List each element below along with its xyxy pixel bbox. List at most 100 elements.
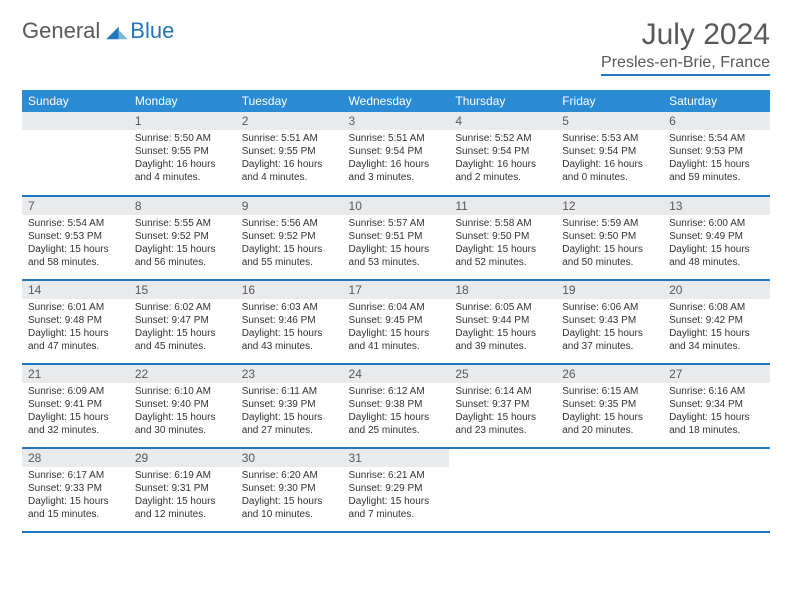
calendar-cell: 21Sunrise: 6:09 AMSunset: 9:41 PMDayligh… xyxy=(22,364,129,448)
header: General Blue July 2024 Presles-en-Brie, … xyxy=(22,18,770,76)
calendar-body: 1Sunrise: 5:50 AMSunset: 9:55 PMDaylight… xyxy=(22,112,770,532)
calendar-cell: 10Sunrise: 5:57 AMSunset: 9:51 PMDayligh… xyxy=(343,196,450,280)
day-details: Sunrise: 6:19 AMSunset: 9:31 PMDaylight:… xyxy=(129,467,236,525)
weekday-header: Wednesday xyxy=(343,90,450,112)
day-number: 5 xyxy=(556,112,663,130)
day-details: Sunrise: 5:51 AMSunset: 9:55 PMDaylight:… xyxy=(236,130,343,188)
calendar-cell: 19Sunrise: 6:06 AMSunset: 9:43 PMDayligh… xyxy=(556,280,663,364)
calendar-cell: 8Sunrise: 5:55 AMSunset: 9:52 PMDaylight… xyxy=(129,196,236,280)
day-number: 2 xyxy=(236,112,343,130)
day-number: 23 xyxy=(236,365,343,383)
calendar-cell: 3Sunrise: 5:51 AMSunset: 9:54 PMDaylight… xyxy=(343,112,450,196)
day-number: 12 xyxy=(556,197,663,215)
day-number: 27 xyxy=(663,365,770,383)
calendar-cell: 4Sunrise: 5:52 AMSunset: 9:54 PMDaylight… xyxy=(449,112,556,196)
day-number: 18 xyxy=(449,281,556,299)
calendar-cell: 31Sunrise: 6:21 AMSunset: 9:29 PMDayligh… xyxy=(343,448,450,532)
calendar-cell xyxy=(663,448,770,532)
day-number: 19 xyxy=(556,281,663,299)
calendar-cell: 20Sunrise: 6:08 AMSunset: 9:42 PMDayligh… xyxy=(663,280,770,364)
day-number: 25 xyxy=(449,365,556,383)
calendar-cell: 6Sunrise: 5:54 AMSunset: 9:53 PMDaylight… xyxy=(663,112,770,196)
weekday-header: Friday xyxy=(556,90,663,112)
day-number: 10 xyxy=(343,197,450,215)
day-details: Sunrise: 6:11 AMSunset: 9:39 PMDaylight:… xyxy=(236,383,343,441)
day-number: 26 xyxy=(556,365,663,383)
day-details: Sunrise: 6:03 AMSunset: 9:46 PMDaylight:… xyxy=(236,299,343,357)
calendar-cell: 27Sunrise: 6:16 AMSunset: 9:34 PMDayligh… xyxy=(663,364,770,448)
day-details: Sunrise: 6:00 AMSunset: 9:49 PMDaylight:… xyxy=(663,215,770,273)
calendar-cell: 14Sunrise: 6:01 AMSunset: 9:48 PMDayligh… xyxy=(22,280,129,364)
calendar-cell: 25Sunrise: 6:14 AMSunset: 9:37 PMDayligh… xyxy=(449,364,556,448)
day-number: 31 xyxy=(343,449,450,467)
logo-text-1: General xyxy=(22,18,100,44)
calendar-cell: 23Sunrise: 6:11 AMSunset: 9:39 PMDayligh… xyxy=(236,364,343,448)
day-number: 13 xyxy=(663,197,770,215)
day-details: Sunrise: 5:59 AMSunset: 9:50 PMDaylight:… xyxy=(556,215,663,273)
page-title: July 2024 xyxy=(601,18,770,52)
day-details: Sunrise: 6:08 AMSunset: 9:42 PMDaylight:… xyxy=(663,299,770,357)
day-number: 24 xyxy=(343,365,450,383)
logo-triangle-icon xyxy=(106,23,128,41)
day-details: Sunrise: 6:14 AMSunset: 9:37 PMDaylight:… xyxy=(449,383,556,441)
day-details: Sunrise: 6:09 AMSunset: 9:41 PMDaylight:… xyxy=(22,383,129,441)
day-number: 11 xyxy=(449,197,556,215)
day-number: 1 xyxy=(129,112,236,130)
day-details: Sunrise: 6:05 AMSunset: 9:44 PMDaylight:… xyxy=(449,299,556,357)
day-details: Sunrise: 5:51 AMSunset: 9:54 PMDaylight:… xyxy=(343,130,450,188)
logo-text-2: Blue xyxy=(130,18,174,44)
day-number: 29 xyxy=(129,449,236,467)
day-details: Sunrise: 6:04 AMSunset: 9:45 PMDaylight:… xyxy=(343,299,450,357)
day-details: Sunrise: 6:17 AMSunset: 9:33 PMDaylight:… xyxy=(22,467,129,525)
calendar-cell: 11Sunrise: 5:58 AMSunset: 9:50 PMDayligh… xyxy=(449,196,556,280)
day-details: Sunrise: 6:21 AMSunset: 9:29 PMDaylight:… xyxy=(343,467,450,525)
calendar-cell: 15Sunrise: 6:02 AMSunset: 9:47 PMDayligh… xyxy=(129,280,236,364)
calendar-cell: 12Sunrise: 5:59 AMSunset: 9:50 PMDayligh… xyxy=(556,196,663,280)
day-number: 30 xyxy=(236,449,343,467)
day-details: Sunrise: 5:56 AMSunset: 9:52 PMDaylight:… xyxy=(236,215,343,273)
day-number: 7 xyxy=(22,197,129,215)
weekday-header: Sunday xyxy=(22,90,129,112)
day-details: Sunrise: 5:54 AMSunset: 9:53 PMDaylight:… xyxy=(663,130,770,188)
day-number: 4 xyxy=(449,112,556,130)
day-number: 17 xyxy=(343,281,450,299)
weekday-header: Monday xyxy=(129,90,236,112)
day-number: 3 xyxy=(343,112,450,130)
day-details: Sunrise: 5:57 AMSunset: 9:51 PMDaylight:… xyxy=(343,215,450,273)
day-details: Sunrise: 6:15 AMSunset: 9:35 PMDaylight:… xyxy=(556,383,663,441)
day-details: Sunrise: 5:52 AMSunset: 9:54 PMDaylight:… xyxy=(449,130,556,188)
day-details: Sunrise: 6:20 AMSunset: 9:30 PMDaylight:… xyxy=(236,467,343,525)
day-number: 14 xyxy=(22,281,129,299)
calendar-cell: 13Sunrise: 6:00 AMSunset: 9:49 PMDayligh… xyxy=(663,196,770,280)
calendar-cell: 22Sunrise: 6:10 AMSunset: 9:40 PMDayligh… xyxy=(129,364,236,448)
calendar-cell: 29Sunrise: 6:19 AMSunset: 9:31 PMDayligh… xyxy=(129,448,236,532)
day-details: Sunrise: 5:53 AMSunset: 9:54 PMDaylight:… xyxy=(556,130,663,188)
calendar-cell: 9Sunrise: 5:56 AMSunset: 9:52 PMDaylight… xyxy=(236,196,343,280)
calendar-cell: 26Sunrise: 6:15 AMSunset: 9:35 PMDayligh… xyxy=(556,364,663,448)
calendar-cell xyxy=(556,448,663,532)
day-details: Sunrise: 6:06 AMSunset: 9:43 PMDaylight:… xyxy=(556,299,663,357)
calendar-cell: 7Sunrise: 5:54 AMSunset: 9:53 PMDaylight… xyxy=(22,196,129,280)
calendar-table: SundayMondayTuesdayWednesdayThursdayFrid… xyxy=(22,90,770,533)
calendar-cell: 17Sunrise: 6:04 AMSunset: 9:45 PMDayligh… xyxy=(343,280,450,364)
title-block: July 2024 Presles-en-Brie, France xyxy=(601,18,770,76)
day-number: 22 xyxy=(129,365,236,383)
weekday-header: Thursday xyxy=(449,90,556,112)
day-details: Sunrise: 6:02 AMSunset: 9:47 PMDaylight:… xyxy=(129,299,236,357)
location-subtitle: Presles-en-Brie, France xyxy=(601,54,770,76)
calendar-cell xyxy=(22,112,129,196)
calendar-cell: 28Sunrise: 6:17 AMSunset: 9:33 PMDayligh… xyxy=(22,448,129,532)
day-number: 16 xyxy=(236,281,343,299)
day-number: 8 xyxy=(129,197,236,215)
day-details: Sunrise: 6:10 AMSunset: 9:40 PMDaylight:… xyxy=(129,383,236,441)
day-details: Sunrise: 6:01 AMSunset: 9:48 PMDaylight:… xyxy=(22,299,129,357)
day-details: Sunrise: 6:16 AMSunset: 9:34 PMDaylight:… xyxy=(663,383,770,441)
day-details: Sunrise: 5:55 AMSunset: 9:52 PMDaylight:… xyxy=(129,215,236,273)
day-number: 15 xyxy=(129,281,236,299)
calendar-cell: 5Sunrise: 5:53 AMSunset: 9:54 PMDaylight… xyxy=(556,112,663,196)
calendar-cell: 1Sunrise: 5:50 AMSunset: 9:55 PMDaylight… xyxy=(129,112,236,196)
calendar-cell xyxy=(449,448,556,532)
day-number: 6 xyxy=(663,112,770,130)
day-details: Sunrise: 6:12 AMSunset: 9:38 PMDaylight:… xyxy=(343,383,450,441)
calendar-cell: 2Sunrise: 5:51 AMSunset: 9:55 PMDaylight… xyxy=(236,112,343,196)
